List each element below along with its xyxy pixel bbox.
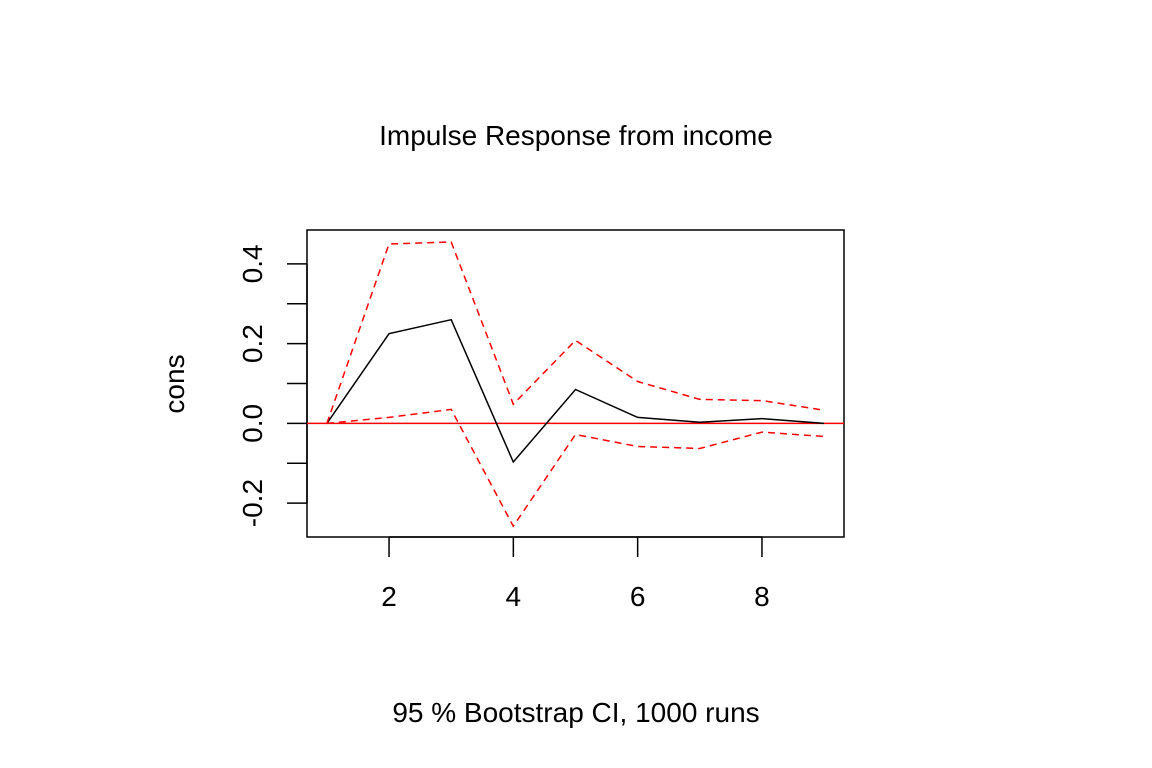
chart-title: Impulse Response from income [379, 120, 773, 151]
plot-area [307, 241, 844, 528]
y-tick-label: 0.0 [237, 404, 268, 443]
y-tick-label: 0.2 [237, 324, 268, 363]
y-tick-label: 0.4 [237, 244, 268, 283]
y-axis: -0.2 0.0 0.2 0.4 [237, 244, 308, 527]
plot-frame [306, 229, 845, 538]
x-tick-label: 6 [630, 581, 646, 612]
x-tick-label: 4 [506, 581, 522, 612]
x-axis: 2 4 6 8 [381, 536, 770, 612]
chart-subtitle: 95 % Bootstrap CI, 1000 runs [392, 697, 759, 728]
series-line-upper [326, 241, 825, 424]
series-line-response [326, 318, 825, 464]
x-tick-label: 2 [381, 581, 397, 612]
y-axis-label: cons [159, 354, 190, 413]
y-tick-label: -0.2 [237, 479, 268, 527]
x-tick-label: 8 [754, 581, 770, 612]
series-line-lower [326, 408, 825, 528]
